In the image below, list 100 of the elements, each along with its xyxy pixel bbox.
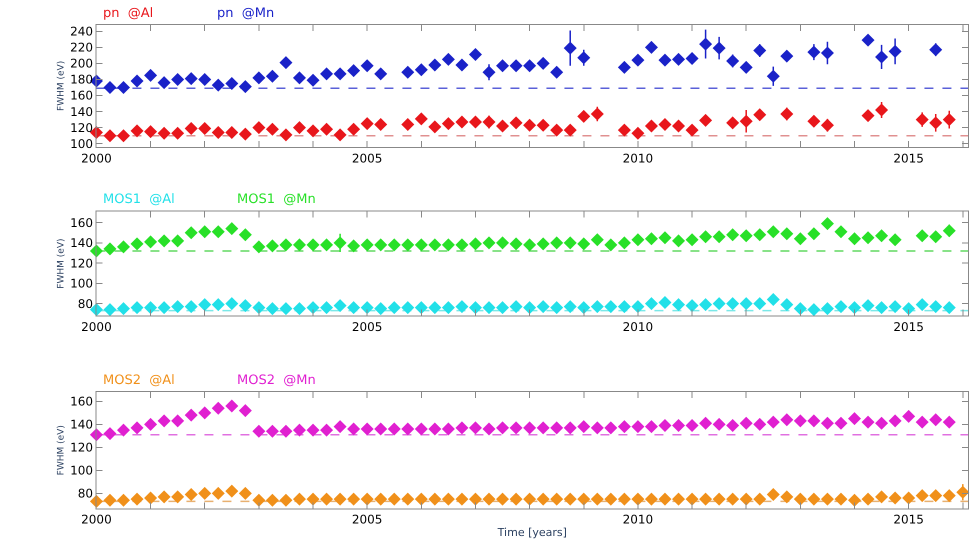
point: [550, 124, 564, 137]
point: [225, 76, 238, 90]
point: [564, 42, 577, 55]
y-axis-title: FWHM (eV): [56, 238, 66, 289]
x-tick-label: 2010: [622, 512, 654, 527]
point: [550, 66, 564, 79]
point: [442, 117, 455, 130]
text: pn @Al: [103, 6, 154, 21]
point: [347, 122, 360, 136]
point: [374, 67, 388, 80]
point: [740, 114, 753, 128]
point: [401, 118, 414, 131]
text: MOS2 @Al: [103, 373, 175, 388]
y-tick-label: 100: [70, 136, 94, 151]
point: [279, 128, 292, 142]
point: [644, 120, 658, 133]
point: [686, 52, 699, 66]
point: [225, 126, 238, 139]
point: [523, 118, 536, 132]
point: [942, 113, 956, 126]
point: [577, 110, 590, 123]
point: [564, 124, 577, 137]
point: [496, 120, 510, 133]
y-tick-label: 140: [70, 104, 94, 119]
x-axis-title: Time [years]: [496, 526, 567, 539]
point: [780, 108, 794, 120]
point: [414, 63, 428, 76]
y-tick-label: 180: [70, 72, 94, 87]
point: [699, 114, 712, 127]
point: [618, 60, 631, 74]
x-tick-label: 2000: [81, 151, 112, 166]
point: [807, 114, 820, 128]
point: [184, 122, 198, 135]
point: [117, 80, 130, 94]
point: [158, 76, 171, 90]
point: [468, 116, 482, 129]
point: [455, 116, 468, 129]
point: [374, 118, 388, 131]
y-tick-label: 100: [70, 464, 94, 478]
point: [807, 46, 820, 59]
point: [536, 118, 550, 132]
point: [875, 50, 888, 64]
point: [753, 44, 766, 58]
point: [320, 67, 334, 80]
text: MOS1 @Al: [103, 192, 175, 207]
point: [862, 34, 875, 47]
point: [536, 56, 550, 70]
point: [401, 66, 414, 79]
y-tick-label: 140: [70, 236, 94, 250]
point: [672, 120, 686, 133]
x-tick-label: 2005: [352, 320, 382, 334]
point: [442, 52, 455, 66]
x-tick-label: 2000: [81, 512, 112, 527]
point: [306, 74, 320, 87]
y-tick-label: 160: [70, 88, 94, 103]
point: [631, 126, 644, 140]
point: [238, 128, 252, 141]
point: [753, 108, 766, 122]
point: [455, 58, 468, 72]
point: [482, 66, 496, 79]
point: [468, 48, 482, 62]
point: [171, 126, 184, 140]
y-tick-label: 140: [70, 418, 94, 432]
point: [103, 80, 116, 94]
point: [212, 126, 225, 139]
point: [334, 128, 347, 142]
point: [171, 72, 184, 86]
point: [672, 52, 686, 66]
point: [740, 60, 753, 74]
point: [130, 74, 144, 88]
x-tick-label: 2000: [81, 320, 112, 334]
x-tick-label: 2015: [893, 151, 924, 166]
point: [780, 50, 794, 63]
point: [144, 68, 158, 82]
point: [820, 118, 834, 132]
series-label: MOS2 @Mn: [237, 373, 316, 388]
point: [644, 40, 658, 54]
point: [306, 124, 320, 138]
y-tick-label: 160: [70, 216, 94, 230]
point: [158, 126, 171, 140]
y-tick-label: 80: [78, 296, 94, 311]
point: [184, 72, 198, 86]
point: [198, 122, 212, 135]
point: [766, 70, 780, 83]
point: [117, 129, 130, 142]
point: [279, 56, 292, 70]
x-tick-label: 2005: [352, 512, 382, 527]
point: [699, 38, 712, 51]
point: [875, 103, 888, 116]
point: [360, 117, 374, 130]
point: [929, 43, 942, 56]
point: [726, 54, 740, 68]
point: [292, 71, 306, 84]
point: [929, 116, 942, 130]
text: pn @Mn: [217, 6, 274, 21]
x-tick-label: 2010: [622, 320, 654, 334]
point: [888, 44, 902, 58]
point: [482, 116, 496, 129]
y-tick-label: 120: [70, 256, 94, 270]
y-tick-label: 120: [70, 120, 94, 135]
